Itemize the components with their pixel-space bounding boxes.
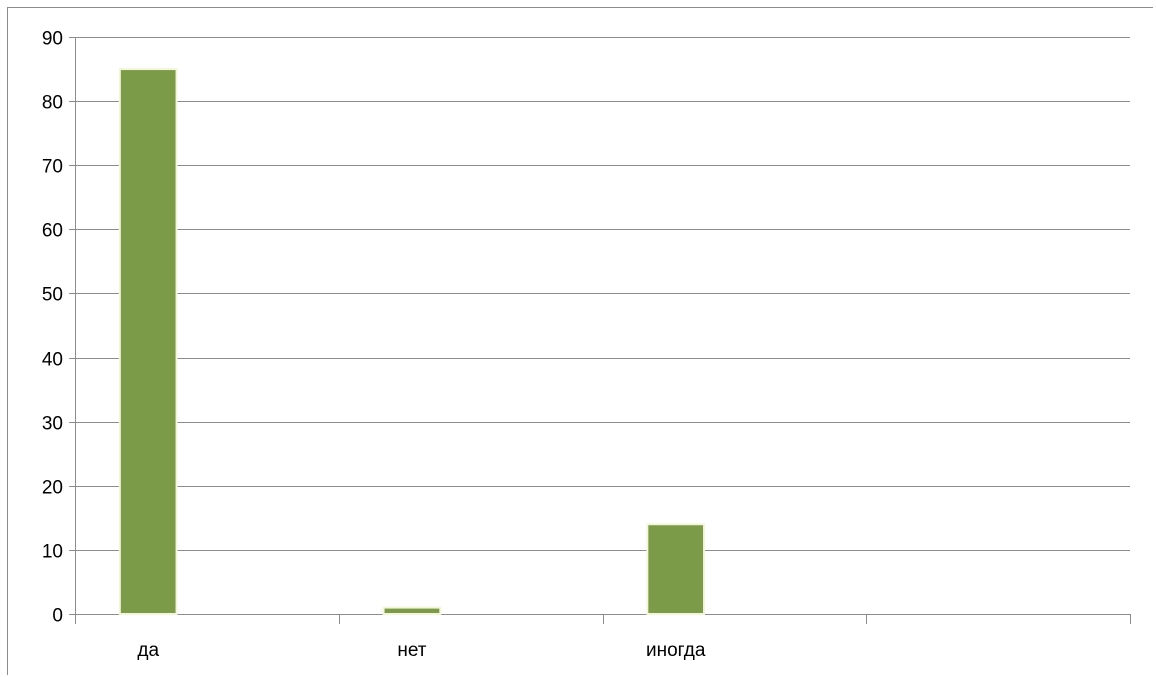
y-tick-label: 60	[42, 221, 63, 242]
y-tick-label: 70	[42, 157, 63, 178]
y-tick-label: 40	[42, 350, 63, 371]
y-tick-label: 30	[42, 414, 63, 435]
axes	[69, 37, 1131, 624]
y-tick-label: 80	[42, 93, 63, 114]
chart-frame	[7, 7, 1153, 675]
y-tick-label: 0	[52, 606, 63, 627]
gridlines	[75, 37, 1130, 551]
x-tick-label: да	[137, 640, 159, 661]
bar	[382, 606, 442, 615]
bar	[646, 523, 706, 615]
bar	[118, 68, 178, 616]
bars	[118, 68, 706, 616]
y-tick-label: 50	[42, 285, 63, 306]
y-tick-label: 20	[42, 478, 63, 499]
x-tick-label: нет	[397, 640, 426, 661]
y-tick-label: 10	[42, 542, 63, 563]
x-tick-label: иногда	[646, 640, 706, 661]
x-tick-labels: да нет иногда	[137, 640, 705, 661]
y-tick-label: 90	[42, 29, 63, 50]
y-tick-labels: 0 10 20 30 40 50 60 70 80 90	[42, 29, 63, 627]
